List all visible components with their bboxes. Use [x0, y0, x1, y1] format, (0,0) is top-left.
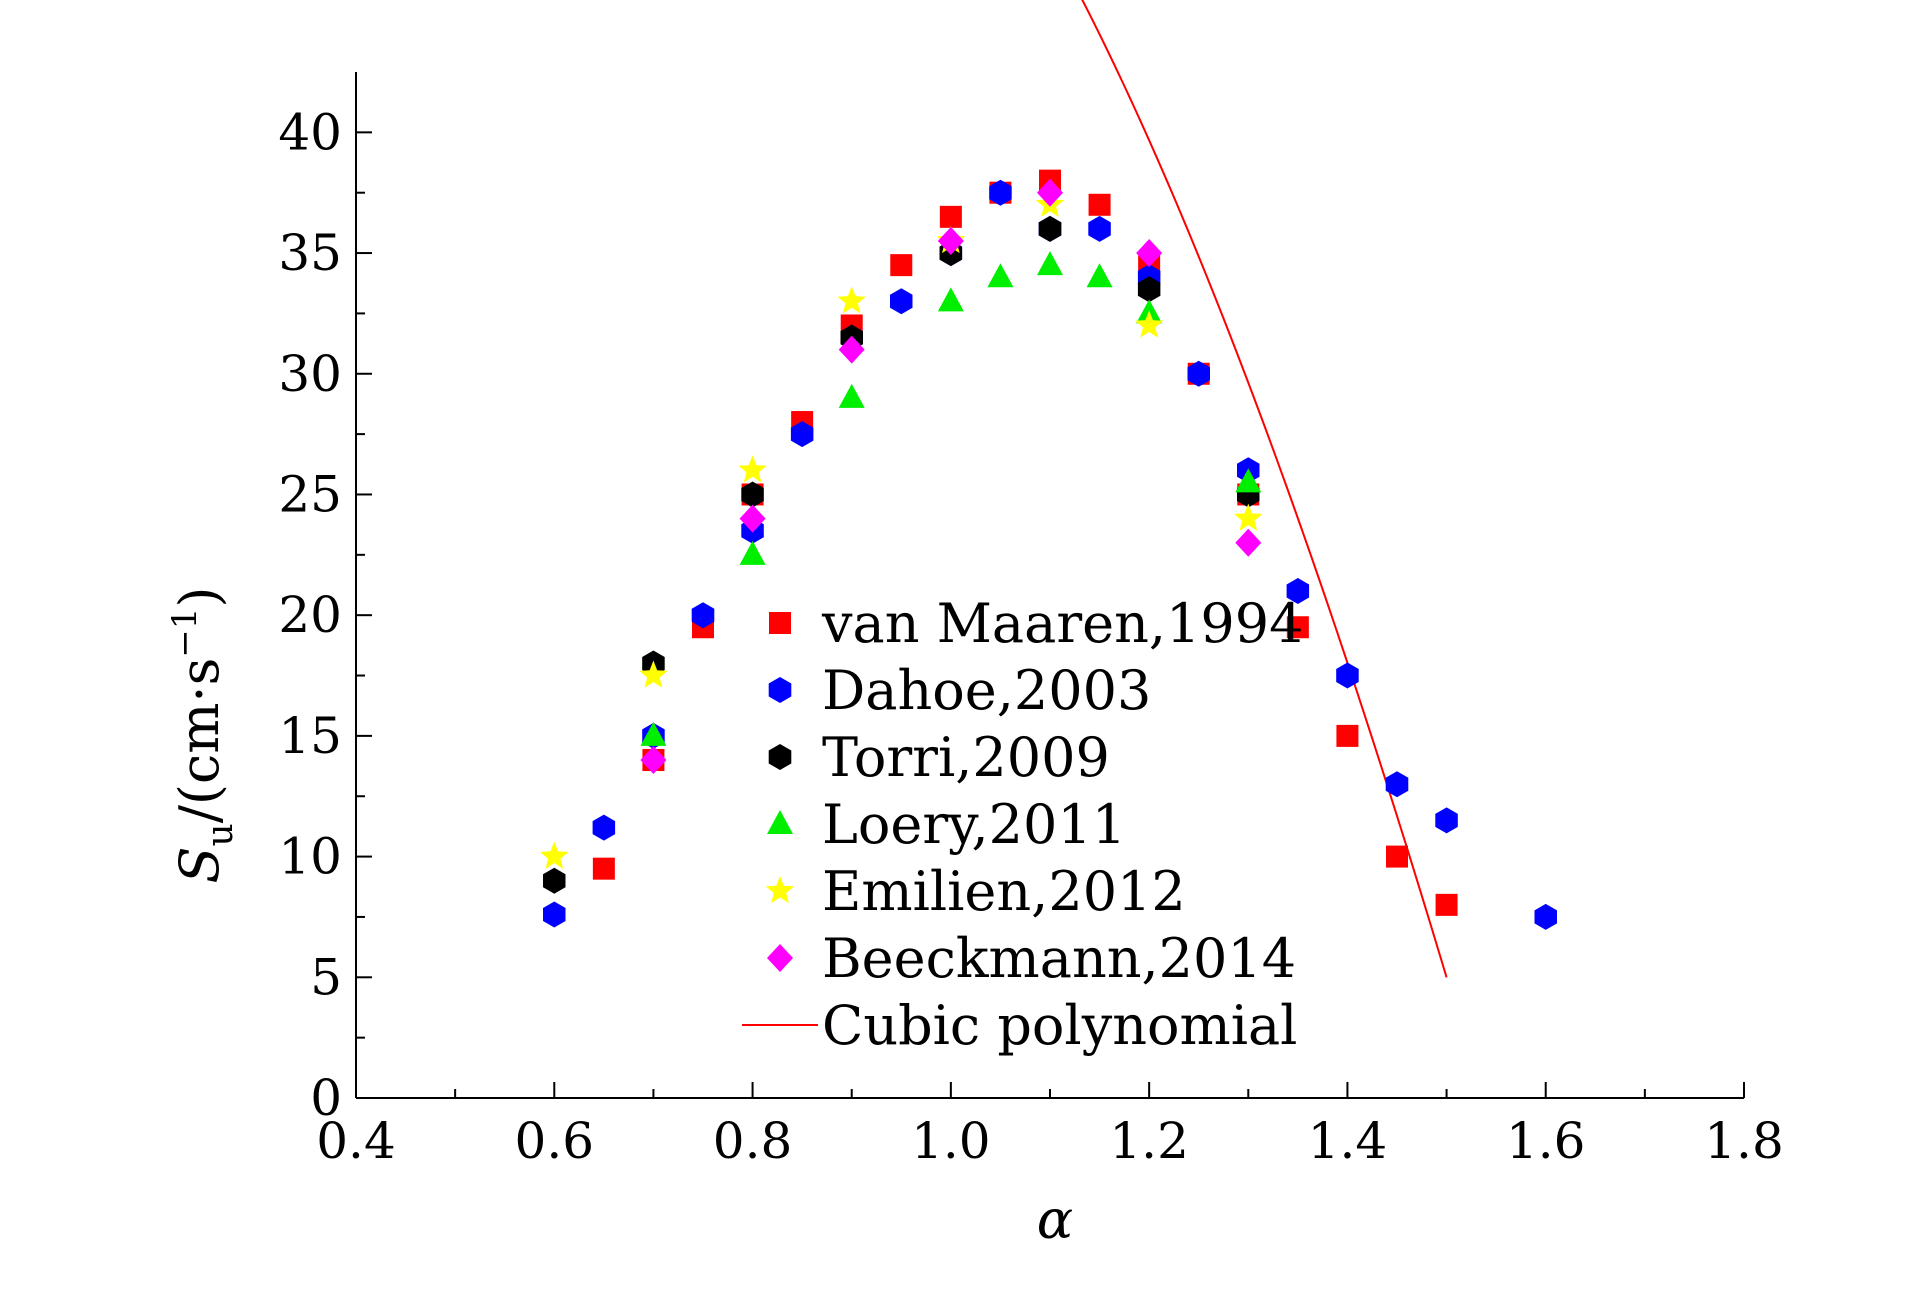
data-point: [640, 746, 667, 775]
data-point: [1336, 662, 1359, 689]
data-point: [691, 602, 715, 629]
x-tick-label: 0.8: [713, 1112, 793, 1170]
data-point: [1286, 616, 1309, 639]
legend-label: Dahoe,2003: [822, 659, 1151, 722]
data-point: [543, 901, 566, 928]
data-point: [1235, 528, 1262, 557]
data-point: [838, 335, 865, 364]
x-tick-label: 0.4: [316, 1112, 396, 1170]
data-point: [739, 504, 766, 533]
legend-label: Beeckmann,2014: [822, 927, 1296, 990]
y-tick-label: 10: [278, 828, 342, 886]
data-point: [592, 814, 616, 841]
x-tick-label: 1.8: [1704, 1112, 1784, 1170]
data-point: [1336, 724, 1359, 747]
legend-marker: [767, 810, 793, 834]
legend-label: van Maaren,1994: [821, 592, 1303, 655]
axes: 0.4 0.6 0.8 1.0 1.2 1.4 1.6 1.8 0 5 10 15 20 25 30 35 40: [278, 72, 1784, 1170]
y-tick-label: 40: [278, 103, 342, 161]
x-tick-label: 1.2: [1109, 1112, 1189, 1170]
data-point: [1534, 903, 1557, 930]
x-tick-label: 1.4: [1308, 1112, 1388, 1170]
data-point: [543, 867, 566, 894]
data-point: [1435, 893, 1458, 916]
data-point: [987, 263, 1014, 288]
data-point: [741, 481, 764, 508]
legend: van Maaren,1994Dahoe,2003Torri,2009Loery…: [742, 592, 1303, 1057]
data-point: [1086, 263, 1113, 288]
data-point: [1234, 503, 1263, 531]
legend-marker: [768, 677, 792, 703]
data-point: [1037, 251, 1063, 276]
data-point: [1187, 360, 1210, 387]
legend-marker: [768, 744, 792, 770]
y-tick-label: 35: [278, 224, 342, 282]
data-point: [790, 421, 814, 448]
legend-label: Emilien,2012: [822, 860, 1186, 923]
data-point: [1088, 215, 1111, 242]
data-point: [989, 179, 1012, 206]
y-tick-label: 20: [278, 586, 342, 644]
data-point: [939, 205, 962, 228]
y-axis-title: Su/(cm·s−1): [165, 587, 241, 884]
data-point: [838, 383, 865, 408]
data-point: [1385, 771, 1409, 798]
data-points: [540, 169, 1557, 930]
legend-marker: [769, 612, 791, 634]
x-tick-label: 1.6: [1506, 1112, 1586, 1170]
fit-curve-layer: [1081, 0, 1448, 978]
legend-label: Torri,2009: [822, 726, 1110, 789]
data-point: [1038, 215, 1062, 242]
y-tick-label: 0: [310, 1069, 342, 1127]
legend-label: Cubic polynomial: [822, 994, 1297, 1057]
data-point: [540, 841, 569, 869]
data-point: [1134, 310, 1164, 338]
data-point: [592, 857, 615, 880]
y-tick-label: 5: [310, 948, 342, 1006]
legend-label: Loery,2011: [822, 793, 1126, 856]
data-point: [890, 288, 913, 315]
x-axis-title: α: [1037, 1188, 1073, 1251]
data-point: [1137, 276, 1161, 303]
data-point: [937, 287, 964, 312]
fit-curve: [1081, 0, 1448, 978]
data-point: [640, 721, 667, 746]
data-point: [1088, 193, 1111, 216]
data-point: [1235, 468, 1262, 493]
data-point: [1386, 845, 1408, 868]
data-point: [739, 540, 766, 565]
data-point: [937, 226, 964, 255]
x-tick-label: 1.0: [911, 1112, 991, 1170]
legend-marker: [765, 876, 795, 904]
legend-marker: [767, 944, 793, 972]
x-tick-label: 0.6: [515, 1112, 595, 1170]
data-point: [837, 286, 866, 314]
data-point: [1435, 807, 1458, 834]
data-point: [1286, 578, 1310, 604]
y-tick-label: 15: [278, 707, 342, 765]
data-point: [1037, 178, 1063, 207]
data-point: [890, 254, 913, 277]
y-tick-label: 30: [278, 345, 342, 403]
data-point: [738, 455, 767, 483]
data-point: [1136, 239, 1163, 268]
data-point: [639, 660, 668, 688]
y-tick-label: 25: [278, 465, 342, 523]
